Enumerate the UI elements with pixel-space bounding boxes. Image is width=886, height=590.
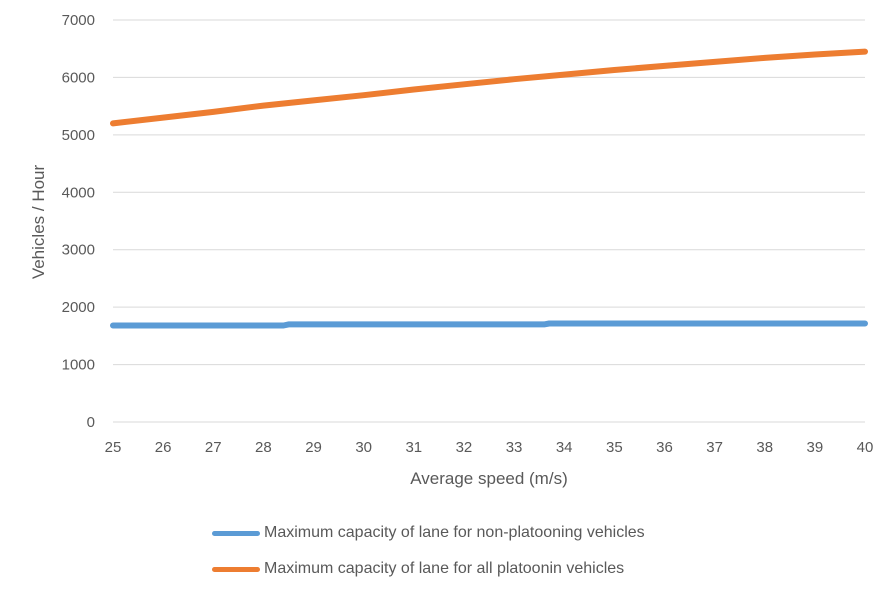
x-tick-label: 33 <box>506 439 523 456</box>
y-tick-label: 6000 <box>62 69 95 86</box>
series-line-non-platooning <box>110 320 868 329</box>
x-tick-label: 34 <box>556 439 573 456</box>
x-tick-label: 26 <box>155 439 172 456</box>
y-tick-label: 2000 <box>62 299 95 316</box>
y-tick-label: 5000 <box>62 127 95 144</box>
x-tick-label: 36 <box>656 439 673 456</box>
x-tick-label: 32 <box>456 439 473 456</box>
x-tick-label: 35 <box>606 439 623 456</box>
x-tick-label: 37 <box>706 439 723 456</box>
x-tick-label: 31 <box>405 439 422 456</box>
y-axis-label: Vehicles / Hour <box>29 164 48 279</box>
series-lines <box>110 48 868 329</box>
x-tick-label: 39 <box>807 439 824 456</box>
x-axis-label: Average speed (m/s) <box>410 469 567 488</box>
x-tick-label: 25 <box>105 439 122 456</box>
legend-swatch-blue <box>212 530 260 536</box>
gridlines <box>113 19 865 423</box>
y-tick-label: 0 <box>87 414 95 431</box>
legend-item-platooning: Maximum capacity of lane for all platoon… <box>212 551 645 587</box>
x-tick-label: 28 <box>255 439 272 456</box>
legend-swatch-orange <box>212 566 260 572</box>
y-tick-label: 3000 <box>62 242 95 259</box>
x-tick-label: 27 <box>205 439 222 456</box>
x-tick-label: 30 <box>355 439 372 456</box>
y-tick-label: 1000 <box>62 357 95 374</box>
legend-label: Maximum capacity of lane for all platoon… <box>264 560 625 577</box>
series-line-platooning <box>110 48 868 127</box>
x-tick-label: 40 <box>857 439 874 456</box>
legend-label: Maximum capacity of lane for non-platoon… <box>264 524 645 541</box>
y-tick-label: 4000 <box>62 184 95 201</box>
line-chart: 0 1000 2000 3000 4000 5000 6000 7000 25 26 27 28 29… <box>29 12 874 488</box>
legend: Maximum capacity of lane for non-platoon… <box>212 515 645 587</box>
x-tick-label: 29 <box>305 439 322 456</box>
x-tick-label: 38 <box>756 439 773 456</box>
y-tick-label: 7000 <box>62 12 95 29</box>
y-tick-labels: 0 1000 2000 3000 4000 5000 6000 7000 <box>62 12 95 431</box>
x-tick-labels: 25 26 27 28 29 30 31 32 33 34 35 36 37 38 39 40 <box>105 439 874 456</box>
legend-item-non-platooning: Maximum capacity of lane for non-platoon… <box>212 515 645 551</box>
